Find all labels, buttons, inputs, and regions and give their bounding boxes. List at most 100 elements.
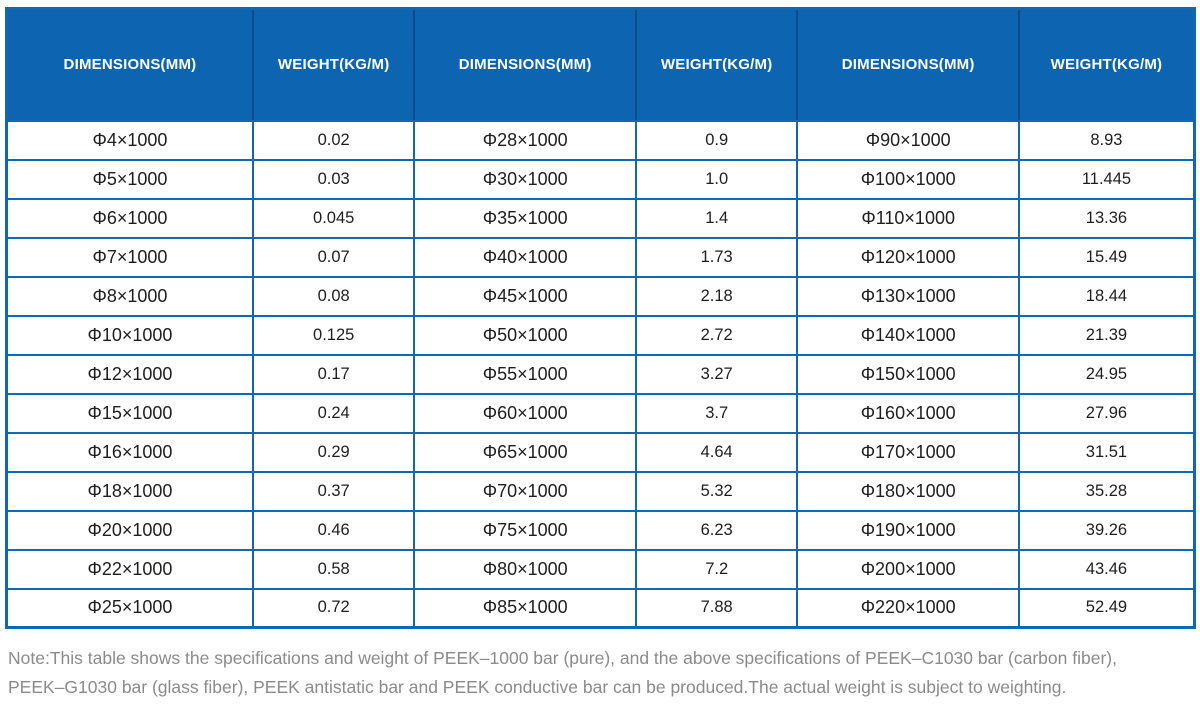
dimension-cell: Φ4×1000 xyxy=(5,119,254,161)
weight-cell: 35.28 xyxy=(1017,470,1196,512)
weight-cell: 1.0 xyxy=(634,158,799,200)
dimension-cell: Φ120×1000 xyxy=(796,236,1020,278)
dimension-cell: Φ65×1000 xyxy=(413,431,637,473)
weight-cell: 31.51 xyxy=(1017,431,1196,473)
weight-cell: 0.02 xyxy=(251,119,416,161)
dimension-cell: Φ110×1000 xyxy=(796,197,1020,239)
weight-cell: 6.23 xyxy=(634,509,799,551)
dimension-cell: Φ8×1000 xyxy=(5,275,254,317)
column-header-weight-2: WEIGHT(KG/M) xyxy=(634,8,798,122)
footnote-line-2: PEEK–G1030 bar (glass fiber), PEEK antis… xyxy=(8,677,1067,697)
table-row: Φ7×1000 0.07 Φ40×1000 1.73 Φ120×1000 15.49 xyxy=(5,236,1196,278)
table-row: Φ8×1000 0.08 Φ45×1000 2.18 Φ130×1000 18.44 xyxy=(5,275,1196,317)
weight-cell: 43.46 xyxy=(1017,548,1196,590)
column-header-dimensions-1: DIMENSIONS(MM) xyxy=(6,8,253,122)
weight-cell: 0.07 xyxy=(251,236,416,278)
column-header-dimensions-3: DIMENSIONS(MM) xyxy=(796,8,1019,122)
dimension-cell: Φ80×1000 xyxy=(413,548,637,590)
weight-cell: 5.32 xyxy=(634,470,799,512)
dimension-cell: Φ15×1000 xyxy=(5,392,254,434)
dimension-cell: Φ20×1000 xyxy=(5,509,254,551)
dimension-cell: Φ12×1000 xyxy=(5,353,254,395)
weight-cell: 0.58 xyxy=(251,548,416,590)
weight-cell: 4.64 xyxy=(634,431,799,473)
weight-cell: 24.95 xyxy=(1017,353,1196,395)
weight-cell: 0.08 xyxy=(251,275,416,317)
weight-cell: 1.4 xyxy=(634,197,799,239)
weight-cell: 27.96 xyxy=(1017,392,1196,434)
dimension-cell: Φ60×1000 xyxy=(413,392,637,434)
weight-cell: 2.18 xyxy=(634,275,799,317)
table-row: Φ15×1000 0.24 Φ60×1000 3.7 Φ160×1000 27.96 xyxy=(5,392,1196,434)
table-row: Φ18×1000 0.37 Φ70×1000 5.32 Φ180×1000 35.28 xyxy=(5,470,1196,512)
weight-cell: 39.26 xyxy=(1017,509,1196,551)
dimension-cell: Φ10×1000 xyxy=(5,314,254,356)
dimension-cell: Φ28×1000 xyxy=(413,119,637,161)
table-row: Φ20×1000 0.46 Φ75×1000 6.23 Φ190×1000 39.26 xyxy=(5,509,1196,551)
dimension-cell: Φ170×1000 xyxy=(796,431,1020,473)
weight-cell: 0.045 xyxy=(251,197,416,239)
weight-cell: 13.36 xyxy=(1017,197,1196,239)
table-row: Φ5×1000 0.03 Φ30×1000 1.0 Φ100×1000 11.445 xyxy=(5,158,1196,200)
dimension-cell: Φ25×1000 xyxy=(5,587,254,629)
dimension-cell: Φ5×1000 xyxy=(5,158,254,200)
weight-cell: 3.7 xyxy=(634,392,799,434)
dimension-cell: Φ90×1000 xyxy=(796,119,1020,161)
weight-cell: 0.17 xyxy=(251,353,416,395)
weight-cell: 15.49 xyxy=(1017,236,1196,278)
dimension-cell: Φ22×1000 xyxy=(5,548,254,590)
weight-cell: 0.29 xyxy=(251,431,416,473)
footnote: Note:This table shows the specifications… xyxy=(8,644,1194,702)
weight-cell: 3.27 xyxy=(634,353,799,395)
dimension-cell: Φ40×1000 xyxy=(413,236,637,278)
dimension-cell: Φ45×1000 xyxy=(413,275,637,317)
dimension-cell: Φ190×1000 xyxy=(796,509,1020,551)
weight-cell: 0.03 xyxy=(251,158,416,200)
dimension-cell: Φ50×1000 xyxy=(413,314,637,356)
table-row: Φ12×1000 0.17 Φ55×1000 3.27 Φ150×1000 24.95 xyxy=(5,353,1196,395)
table-row: Φ22×1000 0.58 Φ80×1000 7.2 Φ200×1000 43.46 xyxy=(5,548,1196,590)
weight-cell: 0.9 xyxy=(634,119,799,161)
table-header-row: DIMENSIONS(MM) WEIGHT(KG/M) DIMENSIONS(M… xyxy=(6,8,1195,122)
dimension-cell: Φ100×1000 xyxy=(796,158,1020,200)
dimension-cell: Φ75×1000 xyxy=(413,509,637,551)
dimension-cell: Φ16×1000 xyxy=(5,431,254,473)
weight-cell: 0.24 xyxy=(251,392,416,434)
weight-cell: 0.125 xyxy=(251,314,416,356)
dimension-cell: Φ6×1000 xyxy=(5,197,254,239)
weight-cell: 7.88 xyxy=(634,587,799,629)
table-row: Φ4×1000 0.02 Φ28×1000 0.9 Φ90×1000 8.93 xyxy=(5,119,1196,161)
dimension-cell: Φ130×1000 xyxy=(796,275,1020,317)
column-header-weight-3: WEIGHT(KG/M) xyxy=(1017,8,1195,122)
peek-bar-weight-table: DIMENSIONS(MM) WEIGHT(KG/M) DIMENSIONS(M… xyxy=(5,7,1196,629)
weight-cell: 0.46 xyxy=(251,509,416,551)
weight-cell: 1.73 xyxy=(634,236,799,278)
weight-cell: 18.44 xyxy=(1017,275,1196,317)
dimension-cell: Φ30×1000 xyxy=(413,158,637,200)
dimension-cell: Φ150×1000 xyxy=(796,353,1020,395)
dimension-cell: Φ70×1000 xyxy=(413,470,637,512)
weight-cell: 0.72 xyxy=(251,587,416,629)
table-body: Φ4×1000 0.02 Φ28×1000 0.9 Φ90×1000 8.93 Φ5×100… xyxy=(5,119,1196,629)
weight-cell: 11.445 xyxy=(1017,158,1196,200)
dimension-cell: Φ85×1000 xyxy=(413,587,637,629)
dimension-cell: Φ180×1000 xyxy=(796,470,1020,512)
table-row: Φ16×1000 0.29 Φ65×1000 4.64 Φ170×1000 31.51 xyxy=(5,431,1196,473)
weight-cell: 52.49 xyxy=(1017,587,1196,629)
weight-cell: 7.2 xyxy=(634,548,799,590)
dimension-cell: Φ140×1000 xyxy=(796,314,1020,356)
table-row: Φ6×1000 0.045 Φ35×1000 1.4 Φ110×1000 13.36 xyxy=(5,197,1196,239)
dimension-cell: Φ7×1000 xyxy=(5,236,254,278)
dimension-cell: Φ160×1000 xyxy=(796,392,1020,434)
weight-cell: 8.93 xyxy=(1017,119,1196,161)
column-header-dimensions-2: DIMENSIONS(MM) xyxy=(413,8,636,122)
dimension-cell: Φ55×1000 xyxy=(413,353,637,395)
table-row: Φ25×1000 0.72 Φ85×1000 7.88 Φ220×1000 52.49 xyxy=(5,587,1196,629)
dimension-cell: Φ18×1000 xyxy=(5,470,254,512)
weight-cell: 21.39 xyxy=(1017,314,1196,356)
weight-cell: 2.72 xyxy=(634,314,799,356)
dimension-cell: Φ220×1000 xyxy=(796,587,1020,629)
dimension-cell: Φ35×1000 xyxy=(413,197,637,239)
dimension-cell: Φ200×1000 xyxy=(796,548,1020,590)
